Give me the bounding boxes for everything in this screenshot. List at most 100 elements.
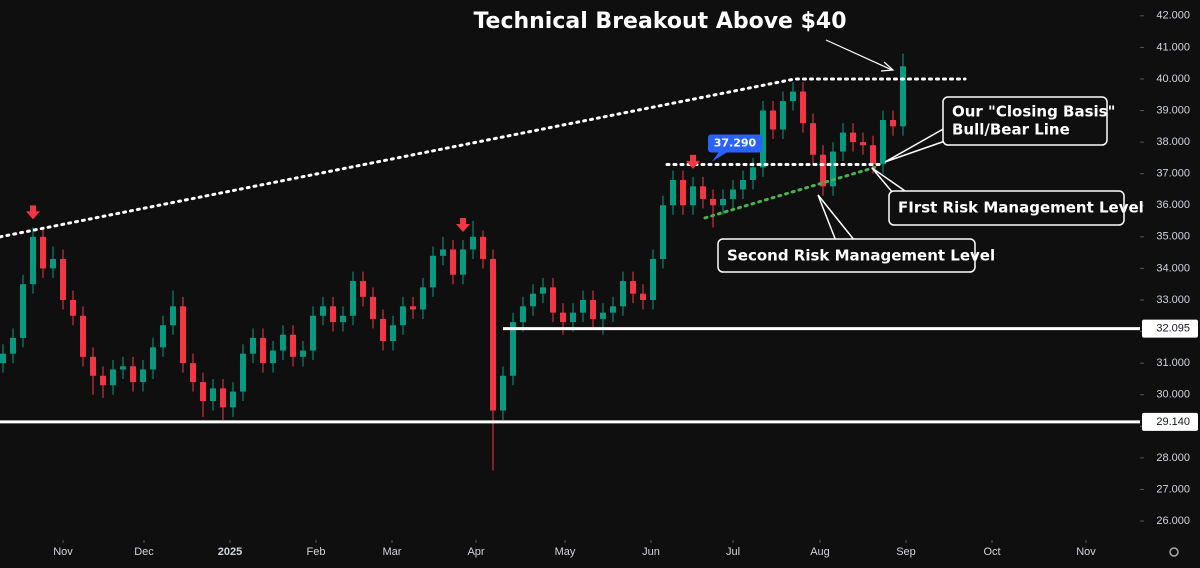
- candle-body: [840, 132, 846, 152]
- candle-body: [360, 281, 366, 297]
- candle-body: [110, 369, 116, 386]
- y-tick-label: 28.000: [1156, 452, 1190, 464]
- candle-body: [900, 66, 906, 127]
- candle-body: [160, 325, 166, 348]
- candle-body: [30, 236, 36, 285]
- candle-body: [350, 281, 356, 316]
- candle-body: [0, 353, 6, 364]
- x-tick-label: Apr: [467, 546, 484, 558]
- y-tick-label: 31.000: [1156, 357, 1190, 369]
- price-tag: [708, 134, 762, 153]
- candle-body: [250, 337, 256, 354]
- x-tick-label: 2025: [218, 546, 242, 558]
- y-tick-label: 35.000: [1156, 231, 1190, 243]
- y-tick-label: 26.000: [1156, 515, 1190, 527]
- y-tick-label: 33.000: [1156, 294, 1190, 306]
- trendline: [0, 77, 967, 239]
- candle-body: [260, 337, 266, 364]
- candle-body: [90, 356, 96, 376]
- candle-body: [620, 281, 626, 307]
- candle-body: [830, 151, 836, 187]
- candle-body: [490, 258, 496, 411]
- candle-body: [760, 110, 766, 168]
- candle-body: [650, 258, 656, 300]
- candle-body: [210, 388, 216, 402]
- callout-box: [942, 96, 1108, 146]
- candle-body: [640, 293, 646, 300]
- candle-body: [270, 350, 276, 364]
- candle-body: [410, 306, 416, 310]
- x-tick-label: Nov: [1076, 546, 1096, 558]
- chart-title: Technical Breakout Above $40: [473, 9, 846, 34]
- candle-body: [510, 322, 516, 376]
- y-tick-label: 42.000: [1156, 10, 1190, 22]
- y-tick-label: 38.000: [1156, 136, 1190, 148]
- price-tag-label: 37.290: [714, 137, 757, 150]
- candle-body: [690, 186, 696, 206]
- candle-body: [520, 306, 526, 323]
- candle-body: [340, 315, 346, 323]
- settings-icon[interactable]: [1169, 547, 1179, 557]
- candle-body: [150, 347, 156, 370]
- candle-body: [400, 306, 406, 326]
- candle-body: [320, 306, 326, 316]
- callout-text: FIrst Risk Management Level: [898, 199, 1144, 217]
- y-tick-label: 37.000: [1156, 168, 1190, 180]
- candle-body: [440, 249, 446, 256]
- candle-body: [40, 236, 46, 269]
- level-tag: [1142, 412, 1198, 431]
- candle-body: [240, 353, 246, 392]
- candle-body: [860, 142, 866, 146]
- candle-body: [430, 255, 436, 288]
- price-tag-pointer: [712, 150, 730, 162]
- candle-body: [820, 154, 826, 187]
- candle-body: [390, 325, 396, 342]
- trendline: [703, 165, 877, 220]
- callout-pointer: [871, 167, 909, 194]
- candle-body: [600, 312, 606, 319]
- y-tick-label: 30.000: [1156, 389, 1190, 401]
- y-tick-label: 39.000: [1156, 104, 1190, 116]
- candle-body: [420, 287, 426, 310]
- level-label: 29.140: [1156, 416, 1190, 428]
- candle-body: [220, 388, 226, 408]
- signal-arrow: [686, 154, 700, 169]
- title-pointer-head: [880, 61, 895, 72]
- candle-body: [720, 198, 726, 206]
- candle-body: [890, 120, 896, 127]
- candle-body: [730, 189, 736, 199]
- x-tick-label: Jun: [642, 546, 660, 558]
- candle-body: [810, 123, 816, 155]
- candle-body: [870, 145, 876, 165]
- x-tick-label: Jul: [726, 546, 740, 558]
- candle-body: [610, 306, 616, 313]
- candle-body: [780, 101, 786, 130]
- candle-body: [20, 284, 26, 338]
- candle-body: [530, 293, 536, 307]
- candle-body: [170, 306, 176, 326]
- candle-body: [770, 110, 776, 130]
- callout-text: Bull/Bear Line: [952, 121, 1070, 139]
- x-tick-label: Oct: [983, 546, 1000, 558]
- candle-body: [380, 318, 386, 342]
- x-tick-label: May: [555, 546, 576, 558]
- candle-body: [10, 337, 16, 354]
- plot-area: 26.00027.00028.00029.00030.00031.00032.0…: [0, 10, 1198, 558]
- candle-body: [710, 198, 716, 206]
- candle-body: [680, 180, 686, 206]
- x-tick-label: Feb: [307, 546, 326, 558]
- candle-body: [800, 91, 806, 124]
- x-tick-label: Aug: [810, 546, 830, 558]
- y-tick-label: 41.000: [1156, 41, 1190, 53]
- candle-body: [80, 315, 86, 357]
- candle-body: [330, 306, 336, 323]
- candle-body: [470, 236, 476, 250]
- candle-body: [740, 180, 746, 190]
- candle-body: [580, 300, 586, 313]
- candle-body: [180, 306, 186, 364]
- x-tick-label: Dec: [134, 546, 154, 558]
- callout-pointer: [884, 127, 949, 163]
- callout-text: Our "Closing Basis": [952, 103, 1115, 121]
